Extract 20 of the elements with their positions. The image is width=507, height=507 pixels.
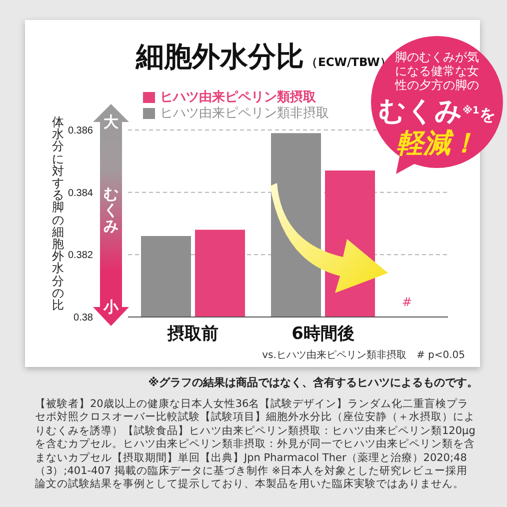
text: 小 <box>104 298 118 316</box>
legend-label: ヒハツ由来ピペリン類非摂取 <box>160 105 329 122</box>
y-tick-label: 0.382 <box>68 250 94 262</box>
chart-title: 細胞外水分比 <box>136 40 304 73</box>
annotation: 軽減！ <box>396 128 478 159</box>
x-tick-label: 6時間後 <box>292 324 354 344</box>
text: むくみ <box>104 185 118 235</box>
y-tick-label: 0.384 <box>68 188 94 199</box>
text: vs.ヒハツ由来ピペリン類非摂取 # p<0.05 <box>262 350 465 361</box>
text: 【被験者】20歳以上の健康な日本人女性36名【試験デザイン】ランダム化二重盲検プラセボ対照クロスオーバー比較試験【試験項目】細胞外水分比（座位安静（＋水摂取）によりむくみを誘導）【試験食品】ヒハツ由来ピペリン類摂取：ヒハツ由来ピペリン類120μgを含むカプセル。ヒハツ由来ピペリン類非摂取：外見が同一でヒハツ由来ピペリン類を含まないカプセル【摂取期間】単回【出典】Jpn Pharmacol Ther（薬理と治療）2020;48（3）;401-407 掲載の臨床データに基づき制作 ※日本人を対象とした研究レビュー採用論文の試験結果を事例として提示しており、本製品を用いた臨床実験ではありません。 <box>35 398 476 490</box>
annotation: # <box>402 295 412 309</box>
y-tick-label: 0.386 <box>68 126 94 137</box>
text: 体水分に対する脚の細胞外水分の比 <box>52 115 64 312</box>
y-tick-label: 0.38 <box>74 312 94 324</box>
legend-label: ヒハツ由来ピペリン類摂取 <box>160 89 316 106</box>
text: ※グラフの結果は商品ではなく、含有するヒハツによるものです。 <box>148 376 478 389</box>
text: 大 <box>104 113 118 131</box>
x-tick-label: 摂取前 <box>166 324 218 344</box>
text: むくみ$^{※1}$を <box>378 96 496 127</box>
text: 脚のむくみが気になる健常な女性の夕方の脚の <box>395 50 479 92</box>
